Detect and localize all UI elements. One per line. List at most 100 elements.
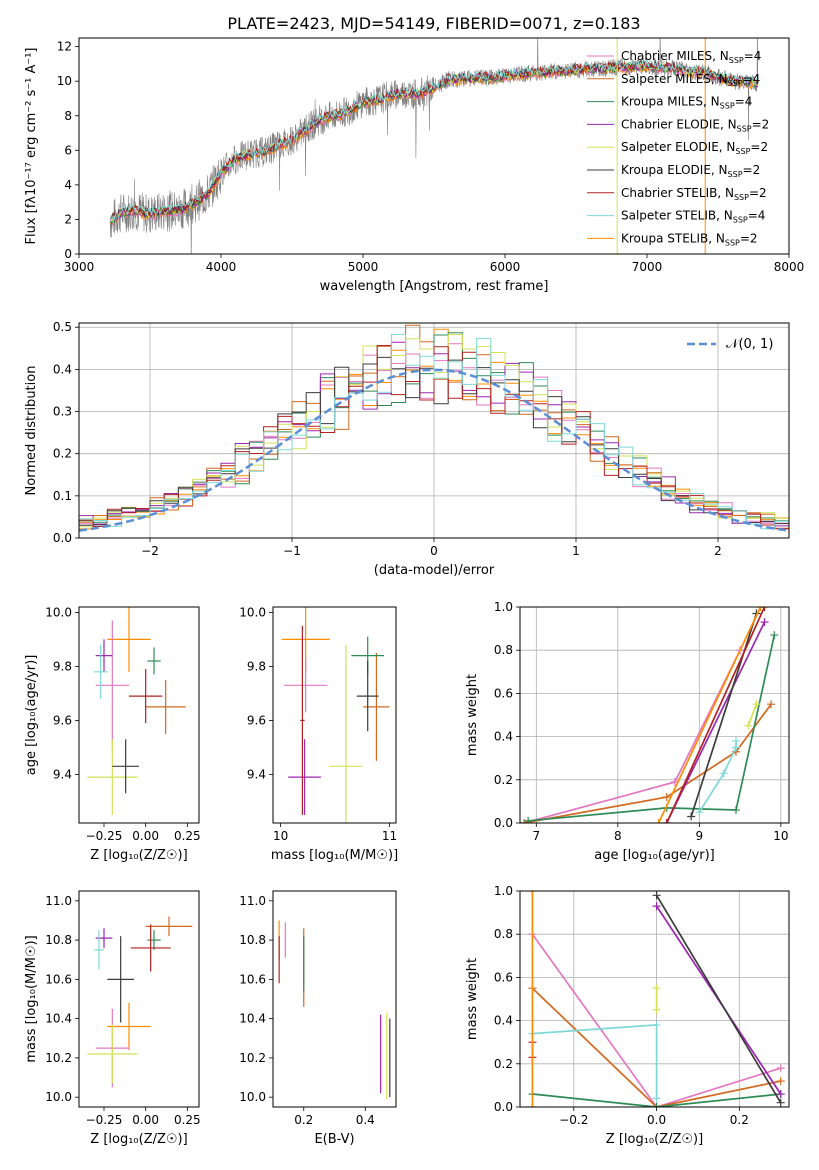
- x-tick-label: 0.4: [356, 1113, 375, 1127]
- y-tick-label: 10.8: [45, 933, 72, 947]
- spectrum-data-line: [109, 38, 759, 254]
- x-axis-label: Z [log₁₀(Z/Z☉)]: [606, 1132, 703, 1147]
- weight-marker: [652, 1020, 661, 1029]
- weight-marker: [528, 891, 537, 895]
- y-axis-label: age [log₁₀(age/yr)]: [24, 655, 39, 776]
- plot-area: [281, 607, 390, 823]
- x-tick-label: 11: [382, 829, 397, 843]
- weight-series-4: [747, 703, 758, 727]
- legend-label: Chabrier MILES, NSSP=4: [621, 49, 761, 65]
- x-tick-label: 0.00: [132, 829, 159, 843]
- y-tick-label: 0.4: [494, 730, 513, 744]
- y-axis-label: Normed distribution: [24, 366, 39, 496]
- y-tick-label: 0.3: [53, 405, 72, 419]
- x-tick-label: 0.25: [174, 829, 201, 843]
- y-tick-label: 0.2: [53, 447, 72, 461]
- legend-label-n: =2: [743, 163, 761, 177]
- x-tick-label: 2: [714, 544, 722, 558]
- weight-marker: [662, 819, 671, 823]
- plot-area: [520, 607, 789, 823]
- y-axis-label: Flux [fλ10⁻¹⁷ erg cm⁻² s⁻¹ A⁻¹]: [24, 48, 39, 245]
- panel-age_weight: 7 8 9 10 0.0 0.2 0.4 0.6 0.8 1.0 age [log₁₀(age/yr…: [465, 600, 790, 863]
- x-tick-label: −2: [141, 544, 159, 558]
- weight-series-5: [655, 894, 782, 1104]
- weight-marker: [654, 819, 663, 823]
- plot-area: [87, 916, 193, 1088]
- panel-spectrum: 3000 4000 5000 6000 7000 8000 0 2 4 6 8 10 12 wavelen…: [24, 37, 804, 294]
- gaussian-legend-label: 𝒩(0, 1): [726, 337, 773, 352]
- plot-area: [87, 607, 186, 815]
- x-axis-label: (data-model)/error: [374, 563, 495, 578]
- x-axis-label: age [log₁₀(age/yr)]: [594, 848, 715, 863]
- x-axis-label: wavelength [Angstrom, rest frame]: [320, 279, 549, 294]
- plot-area: [79, 323, 789, 538]
- axes-frame: [78, 322, 790, 539]
- y-tick-label: 9.8: [247, 659, 266, 673]
- panel-z_age: −0.25 0.00 0.25 9.4 9.6 9.8 10.0 Z [log₁₀(Z/Z☉)…: [24, 605, 201, 863]
- axes-frame: [78, 606, 200, 824]
- y-tick-label: 10.0: [239, 1090, 266, 1104]
- legend-label-n: =2: [749, 186, 767, 200]
- y-tick-label: 10: [57, 74, 72, 88]
- legend-label-sub: SSP: [733, 216, 748, 225]
- weight-marker: [776, 1064, 785, 1073]
- weight-marker: [756, 607, 765, 611]
- x-tick-label: 0.0: [647, 1113, 666, 1127]
- weight-series-3: [665, 621, 766, 823]
- legend-label-text: Chabrier STELIB, N: [621, 186, 734, 200]
- x-tick-label: 7000: [632, 260, 663, 274]
- y-tick-label: 9.8: [53, 659, 72, 673]
- weight-series-1: [531, 987, 781, 1107]
- legend-label: Salpeter STELIB, NSSP=4: [621, 209, 765, 225]
- x-tick-label: 8: [614, 829, 622, 843]
- weight-marker: [652, 1103, 661, 1107]
- y-tick-label: 6: [64, 143, 72, 157]
- y-tick-label: 0.5: [53, 320, 72, 334]
- legend-label: Kroupa STELIB, NSSP=2: [621, 231, 758, 247]
- model-line-6: [110, 59, 759, 219]
- weight-series-7: [532, 1023, 658, 1099]
- plot-area: [278, 920, 391, 1100]
- y-axis-label: mass weight: [465, 674, 480, 756]
- panel-z_weight: −0.2 0.0 0.2 0.0 0.2 0.4 0.6 0.8 1.0 Z [log₁₀(Z/Z…: [465, 884, 790, 1147]
- y-tick-label: 1.0: [494, 884, 513, 898]
- y-tick-label: 9.6: [247, 713, 266, 727]
- legend-label-n: =4: [735, 95, 753, 109]
- x-tick-label: 0: [430, 544, 438, 558]
- weight-marker: [760, 607, 769, 611]
- y-tick-label: 10.8: [239, 933, 266, 947]
- legend-label-text: Kroupa ELODIE, N: [621, 163, 728, 177]
- legend-label-text: Salpeter MILES, N: [621, 72, 728, 86]
- legend-label-n: =2: [750, 140, 768, 154]
- weight-marker: [652, 984, 661, 993]
- panel-ebv_mass: 0.2 0.4 10.0 10.2 10.4 10.6 10.8 11.0 E(B-V): [239, 890, 397, 1147]
- y-tick-label: 0.0: [494, 1100, 513, 1114]
- plot-area: [109, 38, 759, 254]
- legend-label-n: =4: [743, 72, 761, 86]
- x-axis-label: Z [log₁₀(Z/Z☉)]: [90, 848, 187, 863]
- legend-label-sub: SSP: [737, 124, 752, 133]
- y-tick-label: 0.1: [53, 489, 72, 503]
- weight-series-6: [665, 607, 766, 823]
- x-tick-label: 0.25: [174, 1113, 201, 1127]
- y-tick-label: 10.2: [239, 1051, 266, 1065]
- axes-frame: [519, 890, 790, 1108]
- weight-marker: [687, 812, 696, 821]
- y-tick-label: 0.4: [494, 1014, 513, 1028]
- weight-marker: [776, 1077, 785, 1086]
- weight-marker: [695, 808, 704, 817]
- weight-marker: [719, 769, 728, 778]
- legend-label-n: =4: [748, 209, 766, 223]
- y-tick-label: 0.8: [494, 927, 513, 941]
- legend-label-sub: SSP: [720, 102, 735, 111]
- y-tick-label: 10.0: [45, 605, 72, 619]
- y-tick-label: 11.0: [45, 894, 72, 908]
- x-tick-label: −0.25: [86, 829, 123, 843]
- panel-z_mass: −0.25 0.00 0.25 10.0 10.2 10.4 10.6 10.8 11.0 Z […: [24, 890, 201, 1147]
- x-tick-label: 0.00: [132, 1113, 159, 1127]
- weight-series-2: [532, 1093, 781, 1107]
- histogram-8: [79, 333, 789, 530]
- legend-label-sub: SSP: [728, 79, 743, 88]
